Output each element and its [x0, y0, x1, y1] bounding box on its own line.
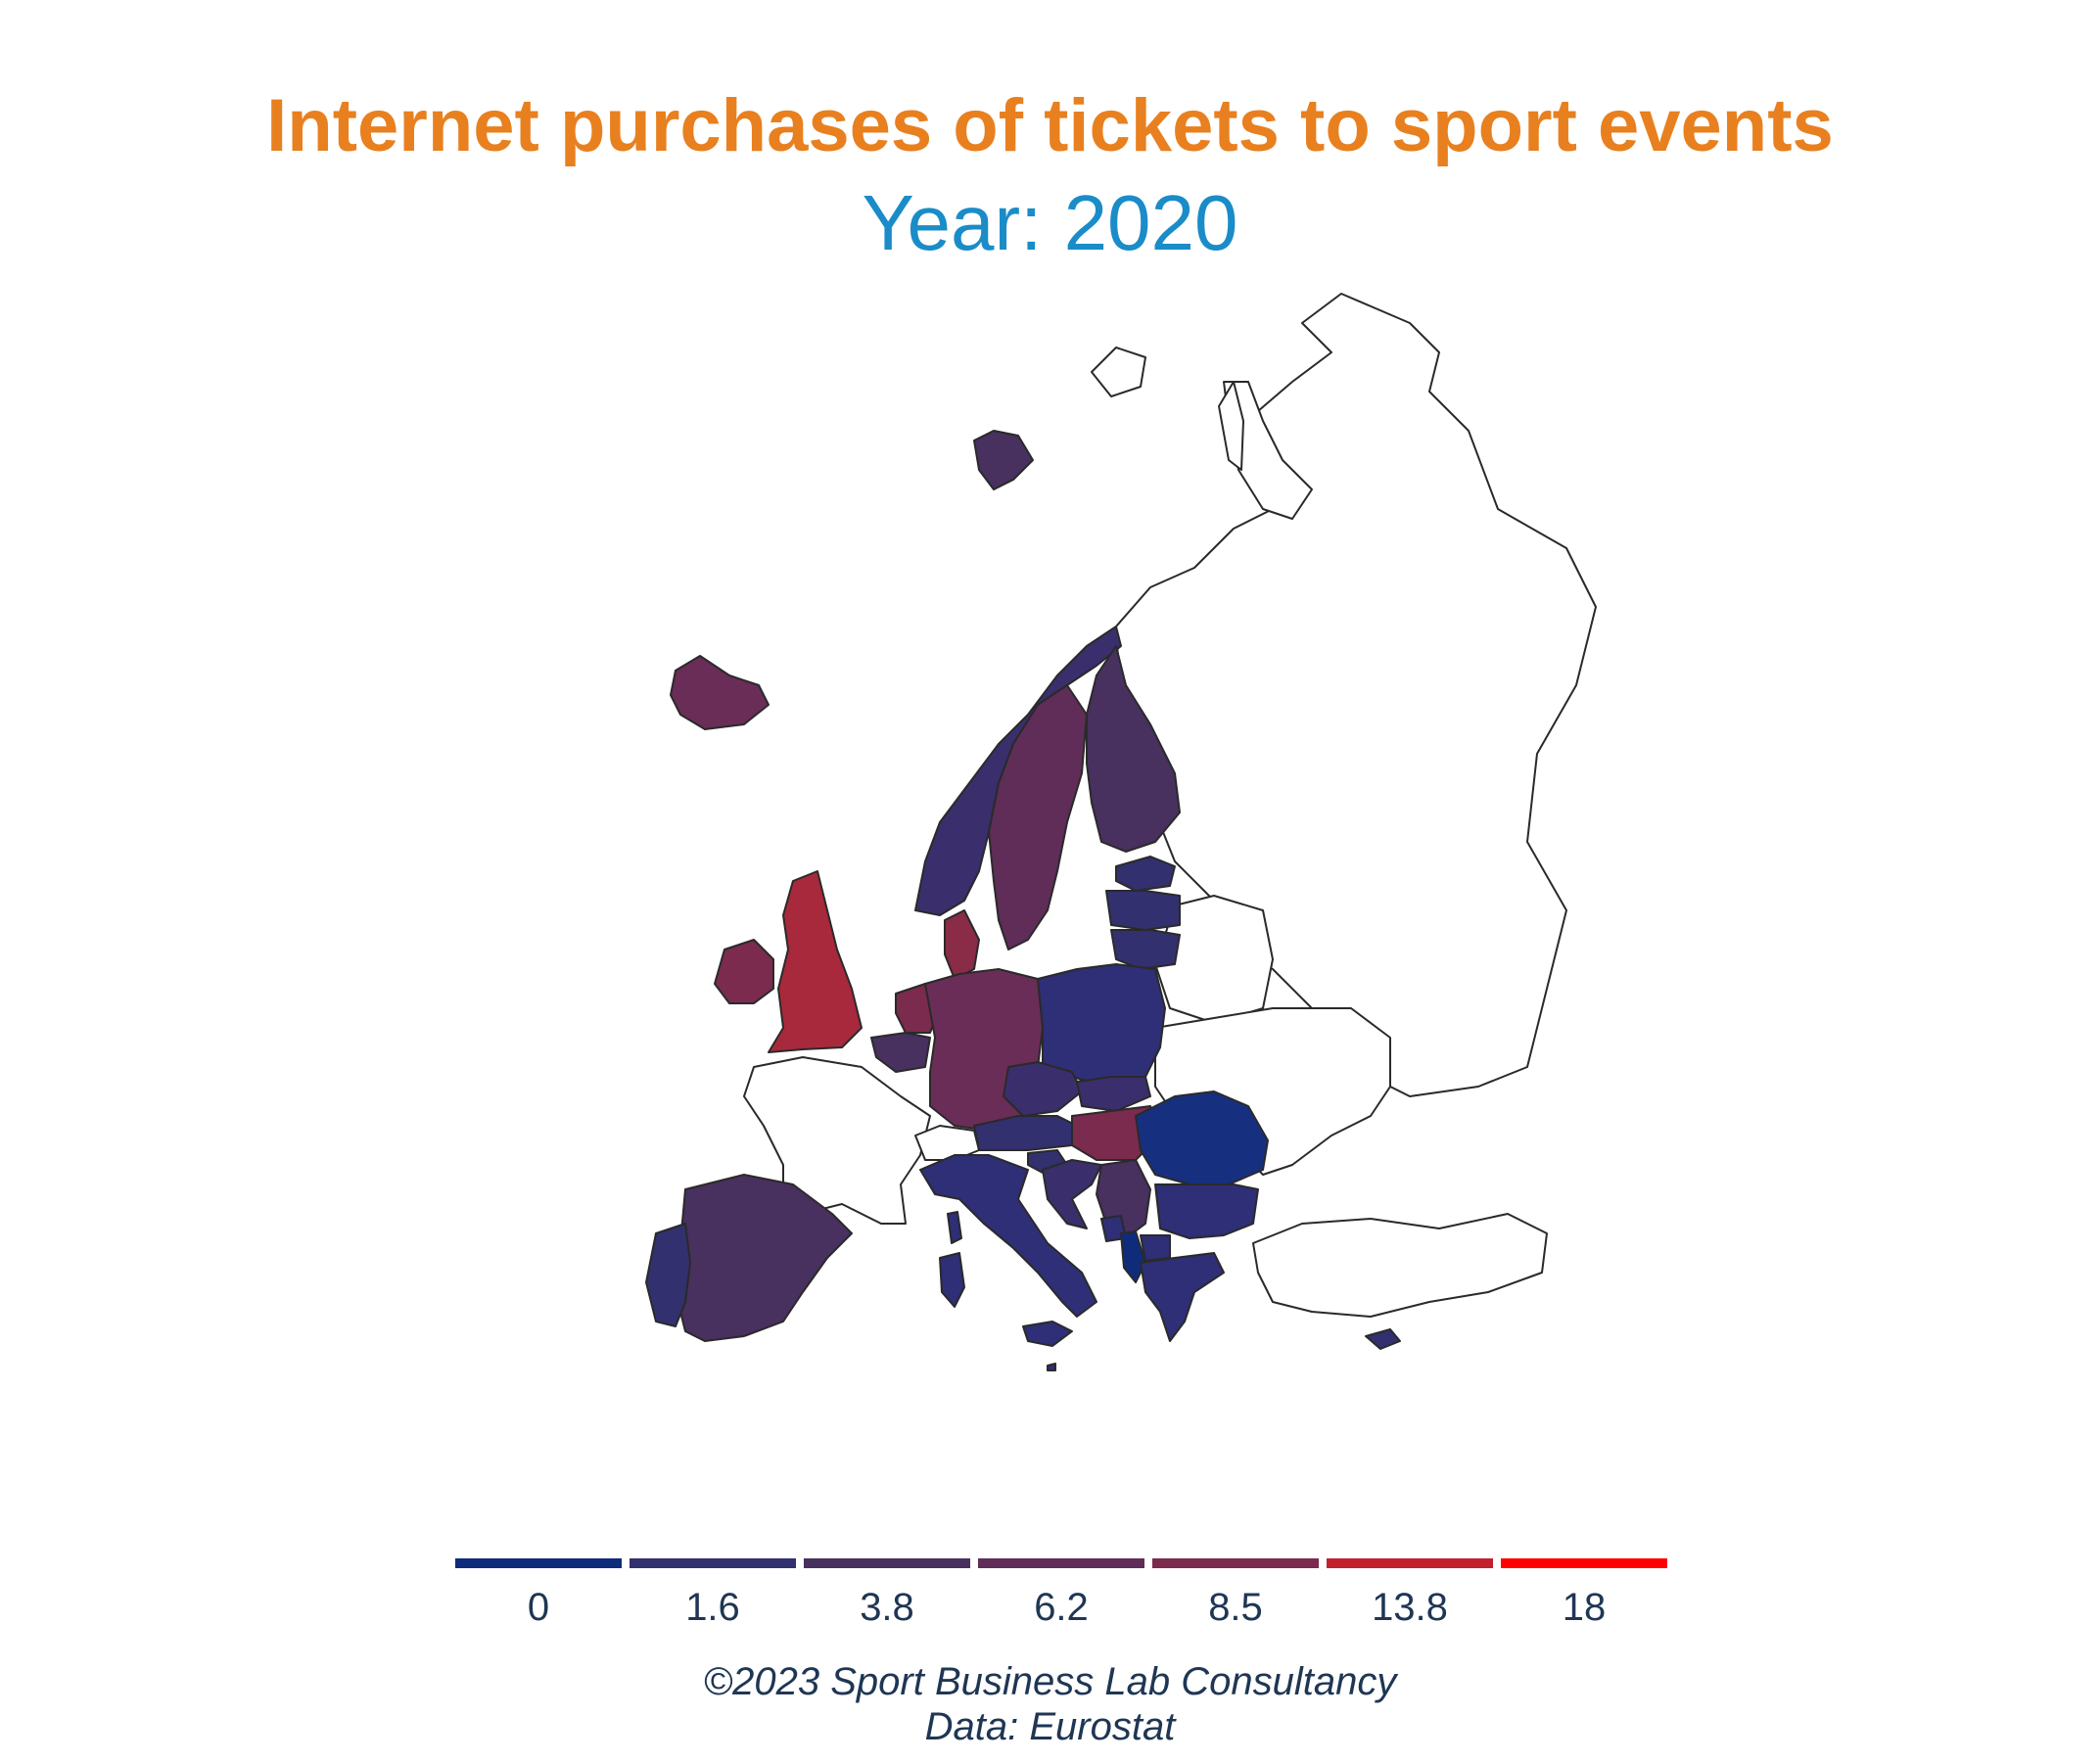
legend-label-3: 6.2 — [1034, 1586, 1089, 1629]
legend-swatch-6 — [1501, 1558, 1667, 1568]
svalbard — [973, 430, 1034, 490]
legend-label-4: 8.5 — [1208, 1586, 1263, 1629]
poland — [1037, 963, 1166, 1088]
sardinia — [939, 1252, 965, 1308]
chart-subtitle: Year: 2020 — [862, 179, 1238, 266]
finland — [1086, 645, 1181, 853]
legend-swatch-3 — [978, 1558, 1144, 1568]
caption-source: Data: Eurostat — [924, 1705, 1176, 1748]
sweden — [988, 684, 1088, 951]
caption: ©2023 Sport Business Lab Consultancy Dat… — [0, 1659, 2100, 1749]
czechia — [1003, 1061, 1083, 1117]
legend-swatch-5 — [1327, 1558, 1493, 1568]
sicily — [1022, 1321, 1073, 1347]
belgium — [870, 1032, 931, 1073]
legend-swatch-4 — [1152, 1558, 1319, 1568]
svalbard-outline — [1091, 347, 1146, 397]
belarus-outline — [1154, 895, 1274, 1024]
uk — [768, 870, 863, 1053]
chart-title: Internet purchases of tickets to sport e… — [266, 84, 1834, 167]
portugal — [645, 1223, 691, 1327]
slovakia — [1076, 1076, 1151, 1112]
romania — [1135, 1090, 1269, 1185]
corsica — [947, 1211, 962, 1244]
italy — [919, 1154, 1097, 1318]
legend-label-2: 3.8 — [860, 1586, 914, 1629]
croatia — [1042, 1159, 1102, 1229]
bulgaria — [1154, 1183, 1259, 1239]
legend-swatch-0 — [455, 1558, 622, 1568]
lithuania — [1110, 929, 1181, 970]
malta — [1047, 1363, 1056, 1371]
iceland — [670, 655, 770, 730]
legend-label-0: 0 — [528, 1586, 549, 1629]
caption-copyright: ©2023 Sport Business Lab Consultancy — [703, 1660, 1397, 1703]
legend-label-1: 1.6 — [685, 1586, 740, 1629]
turkey-outline — [1252, 1213, 1548, 1318]
legend-swatch-1 — [630, 1558, 796, 1568]
legend-label-6: 18 — [1563, 1586, 1607, 1629]
denmark — [944, 909, 980, 980]
cyprus — [1365, 1328, 1401, 1350]
estonia — [1115, 856, 1176, 892]
france-outline — [743, 1056, 931, 1225]
legend-swatch-2 — [804, 1558, 970, 1568]
greece — [1140, 1252, 1225, 1342]
legend-label-5: 13.8 — [1372, 1586, 1448, 1629]
albania — [1120, 1230, 1146, 1283]
novaya-zemlya-outline — [1218, 381, 1244, 471]
latvia — [1105, 890, 1181, 931]
ireland — [714, 939, 774, 1004]
